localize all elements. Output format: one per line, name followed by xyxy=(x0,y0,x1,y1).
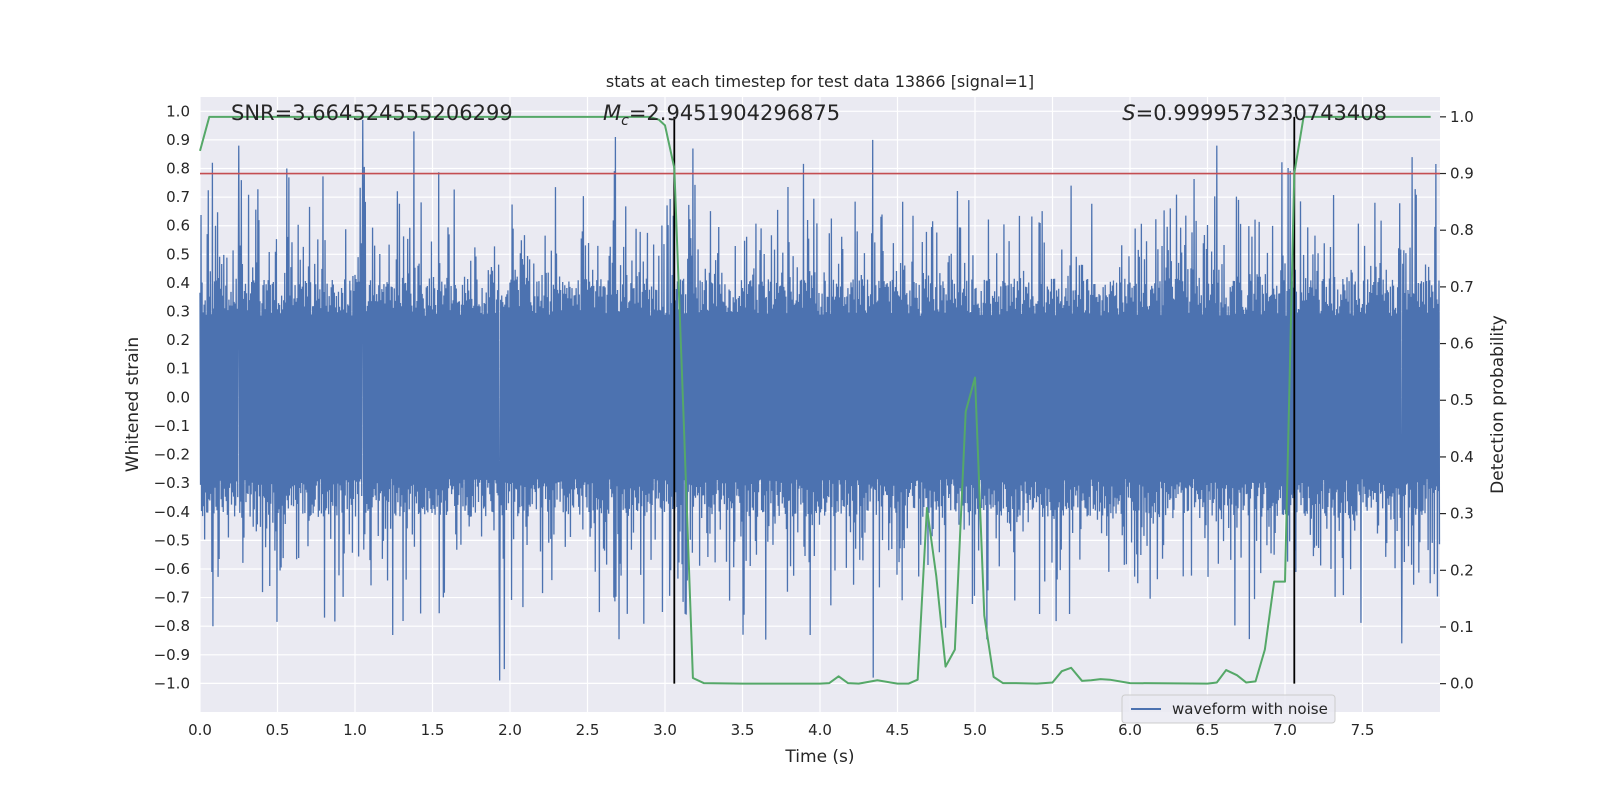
left-y-tick-label: 0.2 xyxy=(166,331,190,349)
s-value: =0.9999573230743408 xyxy=(1136,101,1387,125)
right-y-tick-label: 0.2 xyxy=(1450,561,1474,579)
x-tick-label: 3.5 xyxy=(731,721,755,739)
right-y-axis-label: Detection probability xyxy=(1488,315,1508,494)
right-y-tick-label: 0.3 xyxy=(1450,505,1474,523)
x-tick-label: 1.0 xyxy=(343,721,367,739)
axis-ticks: 0.0 0.5 1.0 1.5 2.0 2.5 3.0 3.5 4.0 4.5 5.0 5.5 6.0 6… xyxy=(154,102,1474,739)
s-symbol: S xyxy=(1122,101,1135,125)
legend-box xyxy=(1121,694,1336,724)
right-y-tick-label: 0.7 xyxy=(1450,278,1474,296)
left-y-tick-label: −0.5 xyxy=(154,531,190,549)
left-y-tick-label: 0.9 xyxy=(166,131,190,149)
mc-subscript: c xyxy=(621,113,629,129)
left-y-tick-label: −0.1 xyxy=(154,417,190,435)
x-tick-label: 2.0 xyxy=(498,721,522,739)
snr-annotation: SNR=3.664524555206299 xyxy=(231,101,513,125)
x-tick-label: 0.5 xyxy=(266,721,290,739)
s-annotation: S=0.9999573230743408 xyxy=(1122,101,1387,125)
left-y-tick-label: −0.9 xyxy=(154,646,190,664)
chart-title: stats at each timestep for test data 138… xyxy=(606,72,1034,91)
mc-symbol: M xyxy=(603,101,621,125)
legend-label-waveform: waveform with noise xyxy=(1172,700,1328,718)
waveform-series xyxy=(199,119,1441,681)
right-y-tick-label: 0.6 xyxy=(1450,335,1474,353)
left-y-tick-label: 0.1 xyxy=(166,360,190,378)
left-y-tick-label: 0.5 xyxy=(166,245,190,263)
left-y-tick-label: 0.8 xyxy=(166,160,190,178)
legend: waveform with noise xyxy=(1121,694,1336,724)
left-y-tick-label: −0.8 xyxy=(154,617,190,635)
x-tick-label: 4.5 xyxy=(886,721,910,739)
x-tick-label: 6.5 xyxy=(1196,721,1220,739)
left-y-tick-label: −0.3 xyxy=(154,474,190,492)
left-y-tick-label: −0.2 xyxy=(154,446,190,464)
waveform-line xyxy=(199,119,1441,681)
x-tick-label: 6.0 xyxy=(1118,721,1142,739)
right-y-tick-label: 0.5 xyxy=(1450,391,1474,409)
x-tick-label: 7.0 xyxy=(1273,721,1297,739)
x-tick-label: 7.5 xyxy=(1351,721,1375,739)
x-tick-label: 3.0 xyxy=(653,721,677,739)
left-y-tick-label: 0.4 xyxy=(166,274,190,292)
right-y-tick-label: 0.0 xyxy=(1450,675,1474,693)
right-y-tick-label: 0.8 xyxy=(1450,221,1474,239)
left-y-tick-label: −0.7 xyxy=(154,589,190,607)
right-y-tick-label: 0.9 xyxy=(1450,165,1474,183)
left-y-tick-label: 0.3 xyxy=(166,303,190,321)
x-tick-label: 5.0 xyxy=(963,721,987,739)
probability-series xyxy=(199,115,1431,685)
right-y-tick-label: 0.4 xyxy=(1450,448,1474,466)
x-tick-label: 1.5 xyxy=(421,721,445,739)
left-y-tick-label: 1.0 xyxy=(166,102,190,120)
x-tick-label: 4.0 xyxy=(808,721,832,739)
x-tick-label: 5.5 xyxy=(1041,721,1065,739)
x-axis-label: Time (s) xyxy=(784,747,854,767)
x-tick-label: 0.0 xyxy=(188,721,212,739)
left-y-tick-label: −1.0 xyxy=(154,674,190,692)
right-y-tick-label: 0.1 xyxy=(1450,618,1474,636)
left-y-tick-label: 0.0 xyxy=(166,388,190,406)
left-y-tick-label: −0.4 xyxy=(154,503,190,521)
right-y-tick-label: 1.0 xyxy=(1450,108,1474,126)
left-y-tick-label: 0.6 xyxy=(166,217,190,235)
left-y-tick-label: 0.7 xyxy=(166,188,190,206)
left-y-axis-label: Whitened strain xyxy=(123,337,143,472)
detection-probability-line xyxy=(199,115,1431,685)
left-y-tick-label: −0.6 xyxy=(154,560,190,578)
mc-value: =2.9451904296875 xyxy=(629,101,840,125)
x-tick-label: 2.5 xyxy=(576,721,600,739)
chirp-mass-annotation: Mc=2.9451904296875 xyxy=(603,101,840,129)
